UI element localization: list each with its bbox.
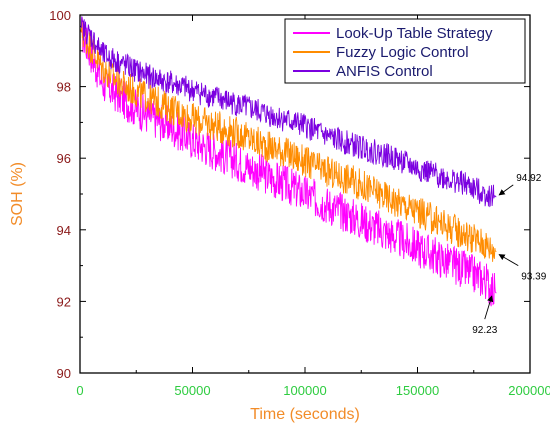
y-tick-label: 96 [57,151,71,166]
ticks-layer: 0 50000 100000 150000 200000 90 92 94 96 98 100 [49,8,550,398]
x-tick-label: 200000 [508,383,550,398]
annotation-label: 93.39 [521,272,546,283]
series-line [79,18,497,262]
y-tick-label: 90 [57,366,71,381]
annotation-arrow [498,254,519,267]
y-tick-label: 100 [49,8,71,23]
legend-label: Fuzzy Logic Control [336,44,469,61]
x-tick-label: 50000 [174,383,210,398]
legend-label: ANFIS Control [336,63,433,80]
annotation-arrow [484,295,494,320]
y-tick-label: 92 [57,294,71,309]
annotation-label: 92.23 [472,325,497,336]
annotation-arrow [498,184,514,196]
annotation-layer: 94.92 93.39 92.23 [472,173,546,336]
legend: Look-Up Table Strategy Fuzzy Logic Contro… [284,18,526,84]
x-tick-label: 150000 [396,383,439,398]
x-tick-label: 100000 [283,383,326,398]
y-tick-label: 98 [57,80,71,95]
annotation-label: 94.92 [516,173,541,184]
legend-label: Look-Up Table Strategy [336,25,493,42]
series-line [79,16,497,208]
y-axis-title: SOH (%) [9,162,26,226]
x-tick-label: 0 [76,383,83,398]
series-line [79,17,497,307]
x-axis-title: Time (seconds) [250,406,360,423]
y-tick-label: 94 [57,223,71,238]
series-layer [79,16,497,307]
